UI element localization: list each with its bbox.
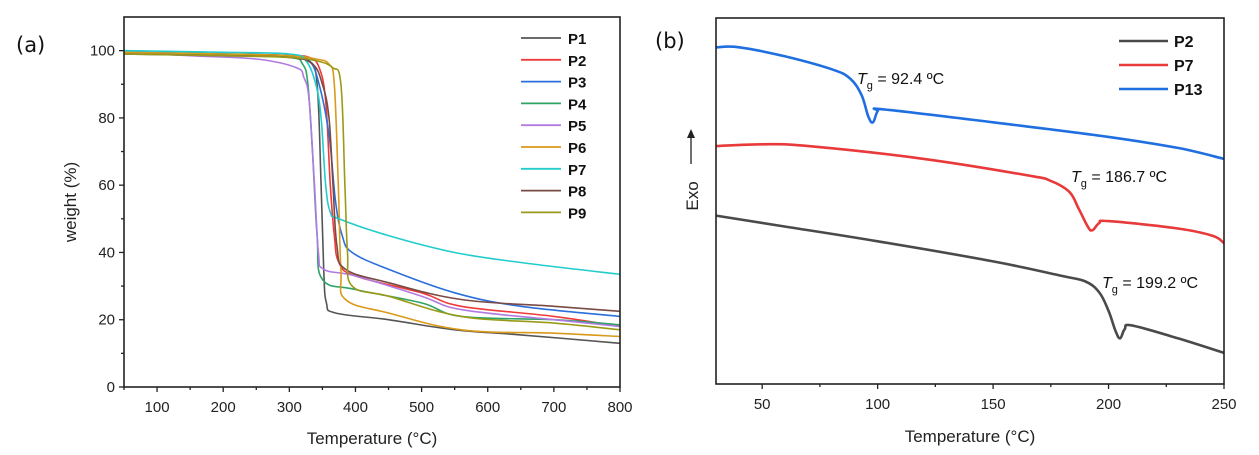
tga-legend-item: P6 (521, 140, 586, 157)
legend-label: P8 (568, 184, 586, 201)
tga-legend-item: P2 (521, 53, 586, 70)
legend-label: P2 (568, 53, 586, 70)
legend-label: P3 (568, 75, 586, 92)
dsc-plot-frame (715, 17, 1225, 385)
tga-x-tick-label: 200 (211, 399, 236, 416)
dsc-line-p2 (715, 214, 1225, 355)
dsc-x-tick-label: 50 (754, 396, 771, 413)
tga-legend-item: P8 (521, 184, 586, 201)
legend-label: P7 (1174, 58, 1194, 75)
tga-line-p5 (123, 51, 621, 328)
tga-x-tick-label: 100 (145, 399, 170, 416)
tga-line-p2 (123, 51, 621, 328)
tga-x-tick-label: 600 (475, 399, 500, 416)
tga-y-tick-label: 100 (90, 43, 115, 60)
panel-label-a: (a) (16, 33, 45, 57)
tga-legend-item: P4 (521, 96, 587, 113)
dsc-x-tick-label: 100 (865, 396, 890, 413)
exo-arrow-icon (687, 129, 695, 164)
dsc-x-tick-label: 150 (981, 396, 1006, 413)
tg-symbol: T (1071, 169, 1082, 186)
legend-label: P13 (1174, 82, 1203, 99)
tg-symbol: T (857, 71, 868, 88)
dsc-x-tick-label: 200 (1096, 396, 1121, 413)
tga-x-tick-label: 400 (343, 399, 368, 416)
panel-label-b: (b) (655, 29, 685, 53)
tga-line-p6 (123, 51, 621, 338)
legend-label: P5 (568, 118, 586, 135)
tga-x-axis-label: Temperature (°C) (307, 429, 438, 448)
legend-label: P1 (568, 31, 586, 48)
dsc-x-tick-label: 250 (1211, 396, 1236, 413)
tga-legend-item: P3 (521, 75, 586, 92)
dsc-series-group (715, 45, 1225, 355)
dsc-x-axis: 50 100 150 200 250 (754, 384, 1237, 413)
tga-line-p8 (123, 53, 621, 313)
legend-label: P6 (568, 140, 586, 157)
dsc-legend-item: P2 (1119, 34, 1194, 51)
dsc-line-p7 (715, 142, 1225, 245)
tg-value: = 199.2 ºC (1118, 275, 1198, 292)
tga-line-p3 (123, 51, 621, 318)
tg-value: = 92.4 ºC (873, 71, 944, 88)
dsc-line-p13 (715, 45, 1225, 161)
tg-annotation-p7: Tg = 186.7 ºC (1071, 169, 1167, 190)
legend-label: P2 (1174, 34, 1194, 51)
tga-series-group (123, 49, 621, 345)
tga-x-axis: 100 200 300 400 500 600 700 800 (123, 387, 633, 416)
tga-legend-item: P1 (521, 31, 586, 48)
tga-y-tick-label: 80 (98, 110, 115, 127)
dsc-legend-item: P7 (1119, 58, 1194, 75)
tga-x-tick-label: 800 (607, 399, 632, 416)
tg-subscript: g (1081, 178, 1087, 190)
dsc-legend-item: P13 (1119, 82, 1203, 99)
tga-chart: (a) 100 200 300 400 500 600 700 800 0 20 40 60 80 10… (16, 16, 633, 448)
tg-subscript: g (1112, 284, 1118, 296)
tga-legend-item: P5 (521, 118, 586, 135)
dsc-x-axis-label: Temperature (°C) (905, 427, 1036, 446)
tga-x-tick-label: 700 (541, 399, 566, 416)
dsc-legend: P2 P7 P13 (1119, 34, 1203, 99)
tga-x-tick-label: 300 (277, 399, 302, 416)
tga-line-p4 (123, 51, 621, 326)
tga-y-tick-label: 60 (98, 177, 115, 194)
tga-legend: P1 P2 P3 P4 P5 P6 P7 P8 P9 (521, 31, 587, 222)
tg-value: = 186.7 ºC (1087, 169, 1167, 186)
tg-subscript: g (867, 80, 873, 92)
tga-line-p1 (123, 51, 621, 345)
dsc-chart: (b) 50 100 150 200 250 Temperature (°C) Exo … (655, 17, 1237, 446)
tga-x-tick-label: 500 (409, 399, 434, 416)
tga-y-tick-label: 40 (98, 244, 115, 261)
tga-line-p9 (123, 53, 621, 331)
tga-plot-frame (123, 16, 621, 388)
legend-label: P7 (568, 162, 586, 179)
tga-line-p7 (123, 49, 621, 276)
tga-legend-item: P9 (521, 205, 586, 222)
legend-label: P4 (568, 96, 587, 113)
tg-symbol: T (1102, 275, 1113, 292)
tga-legend-item: P7 (521, 162, 586, 179)
tga-y-axis-label: weight (%) (61, 162, 80, 243)
legend-label: P9 (568, 205, 586, 222)
tga-y-tick-label: 20 (98, 312, 115, 329)
tga-y-axis: 0 20 40 60 80 100 (90, 43, 124, 396)
tg-annotation-p2: Tg = 199.2 ºC (1102, 275, 1198, 296)
tga-y-tick-label: 0 (107, 379, 115, 396)
tg-annotation-p13: Tg = 92.4 ºC (857, 71, 944, 92)
dsc-y-axis-label: Exo (683, 181, 702, 210)
